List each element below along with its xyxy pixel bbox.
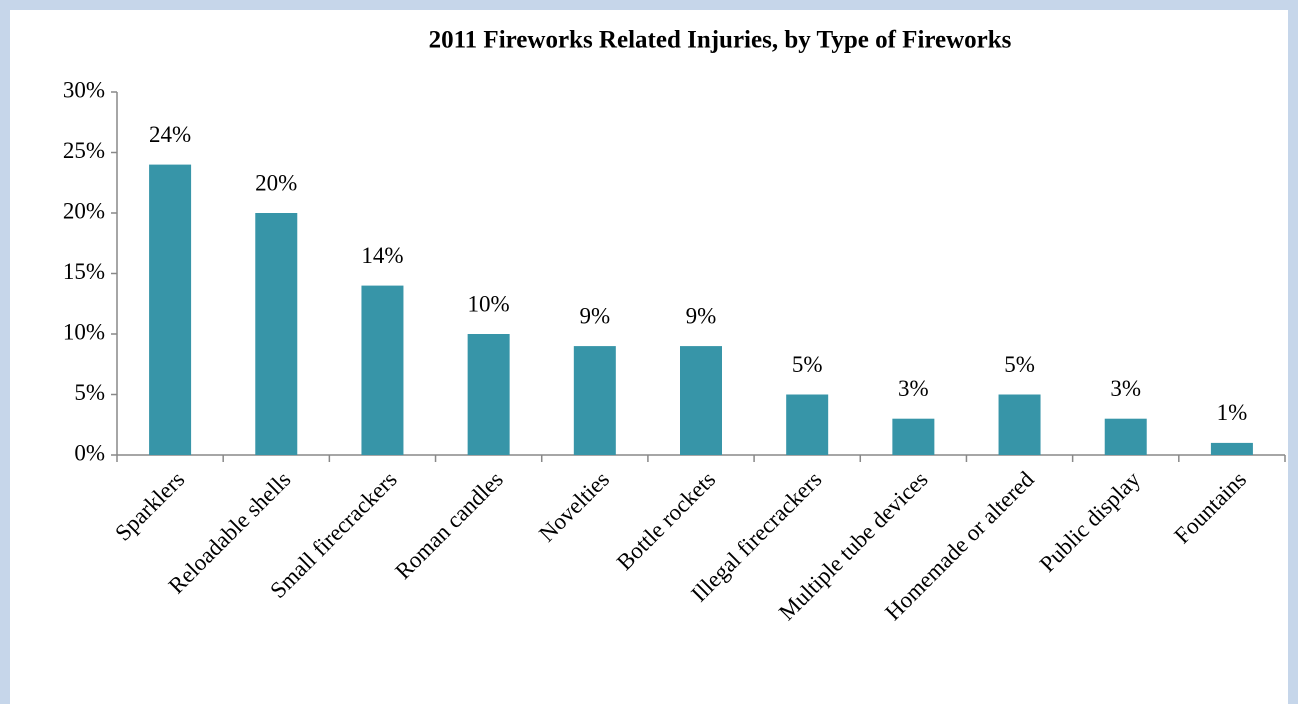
data-label: 24%: [149, 122, 191, 147]
y-tick-label: 10%: [63, 319, 105, 344]
data-label: 10%: [468, 291, 510, 316]
bar: [786, 394, 829, 455]
y-tick-label: 15%: [63, 259, 105, 284]
data-label: 5%: [792, 352, 823, 377]
bar: [1210, 442, 1253, 455]
bar: [1104, 418, 1147, 455]
data-label: 20%: [255, 170, 297, 195]
data-label: 5%: [1004, 352, 1035, 377]
bar: [361, 285, 404, 455]
y-tick-label: 30%: [63, 77, 105, 102]
chart-background: [10, 10, 1288, 704]
data-label: 3%: [898, 376, 929, 401]
bar: [573, 346, 616, 455]
bar: [680, 346, 722, 455]
data-label: 14%: [361, 243, 403, 268]
y-tick-label: 5%: [74, 380, 105, 405]
data-label: 3%: [1110, 376, 1141, 401]
bar: [892, 418, 935, 455]
y-tick-label: 20%: [63, 198, 105, 223]
y-tick-label: 25%: [63, 138, 105, 163]
data-label: 1%: [1217, 400, 1248, 425]
data-label: 9%: [579, 303, 610, 328]
bar: [149, 164, 192, 455]
bar: [998, 394, 1041, 455]
data-label: 9%: [686, 303, 717, 328]
bar: [255, 213, 298, 455]
chart-title: 2011 Fireworks Related Injuries, by Type…: [429, 27, 1012, 54]
bar: [467, 334, 510, 455]
y-tick-label: 0%: [74, 440, 105, 465]
